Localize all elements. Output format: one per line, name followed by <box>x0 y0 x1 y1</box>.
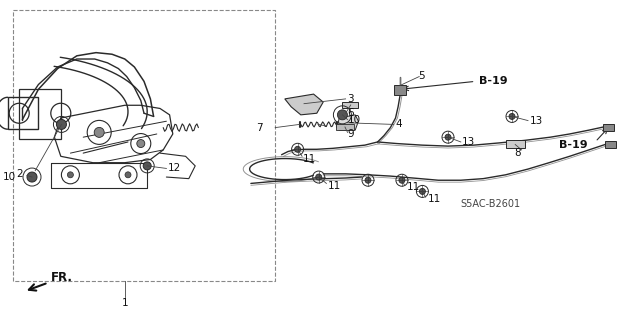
Bar <box>8 97 38 129</box>
Circle shape <box>27 172 37 182</box>
Text: 10: 10 <box>3 172 16 182</box>
Text: 11: 11 <box>303 153 316 164</box>
Text: 10: 10 <box>348 115 361 125</box>
Circle shape <box>399 177 405 183</box>
Text: 11: 11 <box>428 194 441 204</box>
Text: 12: 12 <box>168 163 181 174</box>
Circle shape <box>125 172 131 178</box>
Text: 3: 3 <box>348 94 354 104</box>
Text: 9: 9 <box>348 129 354 139</box>
Circle shape <box>419 189 426 194</box>
Text: 6: 6 <box>348 108 354 118</box>
Text: S5AC-B2601: S5AC-B2601 <box>461 199 521 209</box>
Text: FR.: FR. <box>29 271 73 291</box>
Bar <box>342 102 358 108</box>
Circle shape <box>67 172 74 178</box>
Circle shape <box>143 162 151 170</box>
Polygon shape <box>338 115 358 130</box>
Bar <box>394 85 406 95</box>
Text: 11: 11 <box>328 181 341 191</box>
Circle shape <box>445 134 451 140</box>
Bar <box>603 124 614 131</box>
Text: 1: 1 <box>122 298 128 308</box>
Bar <box>336 124 354 130</box>
Text: B-19: B-19 <box>479 76 507 86</box>
Circle shape <box>137 139 145 148</box>
Text: 2: 2 <box>16 169 22 179</box>
Bar <box>19 89 61 139</box>
Text: 4: 4 <box>396 119 402 130</box>
Text: 8: 8 <box>514 148 520 158</box>
Text: 13: 13 <box>462 137 476 147</box>
Circle shape <box>337 110 348 120</box>
Polygon shape <box>285 94 323 115</box>
Circle shape <box>316 174 322 180</box>
Bar <box>506 140 525 148</box>
Circle shape <box>94 127 104 137</box>
Circle shape <box>509 114 515 119</box>
Text: 13: 13 <box>530 115 543 126</box>
Circle shape <box>56 119 67 130</box>
Text: 7: 7 <box>256 123 262 133</box>
Text: B-19: B-19 <box>559 140 588 150</box>
Text: 11: 11 <box>406 182 420 192</box>
Text: 5: 5 <box>418 71 424 81</box>
Circle shape <box>365 177 371 183</box>
Bar <box>605 141 616 148</box>
Circle shape <box>294 146 301 152</box>
